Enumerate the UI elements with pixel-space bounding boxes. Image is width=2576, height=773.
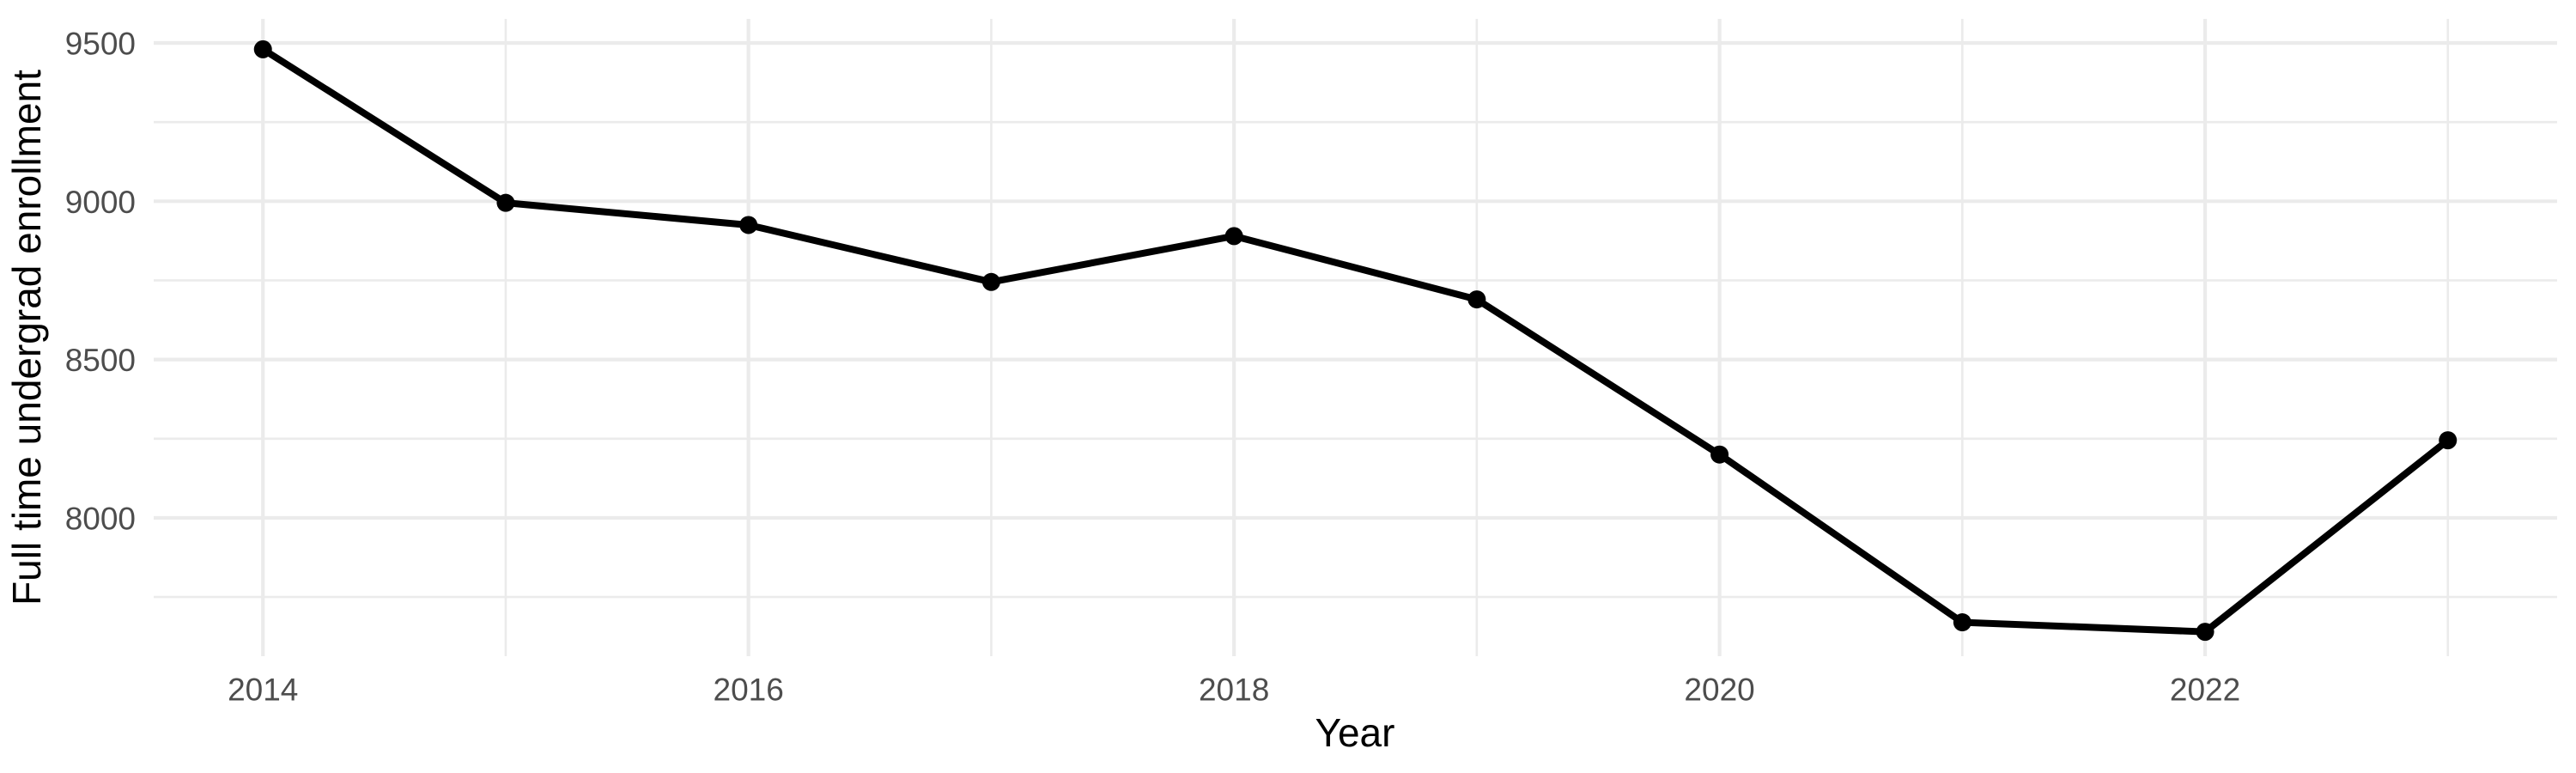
x-tick-label-2014: 2014 bbox=[228, 673, 298, 708]
data-point-2019 bbox=[1467, 290, 1486, 309]
data-point-2021 bbox=[1953, 613, 1971, 632]
data-point-2016 bbox=[739, 216, 758, 234]
data-point-2018 bbox=[1224, 227, 1243, 246]
y-axis-tick-labels: 9500 9000 8500 8000 bbox=[65, 27, 136, 537]
x-tick-label-2022: 2022 bbox=[2170, 673, 2240, 708]
x-axis-title: Year bbox=[1315, 710, 1395, 755]
y-tick-label-8500: 8500 bbox=[65, 343, 136, 378]
data-point-2023 bbox=[2439, 431, 2458, 450]
x-axis-tick-labels: 2014 2016 2018 2020 2022 bbox=[228, 673, 2240, 708]
data-point-2017 bbox=[981, 272, 1000, 291]
x-tick-label-2018: 2018 bbox=[1199, 673, 1269, 708]
data-point-2014 bbox=[253, 40, 272, 58]
major-gridlines bbox=[154, 19, 2557, 656]
y-axis-title: Full time undergrad enrollment bbox=[4, 70, 49, 606]
x-tick-label-2020: 2020 bbox=[1684, 673, 1754, 708]
line-series bbox=[253, 40, 2458, 642]
data-point-2020 bbox=[1710, 445, 1729, 464]
data-point-2015 bbox=[496, 193, 515, 212]
data-point-2022 bbox=[2196, 623, 2215, 642]
y-tick-label-9000: 9000 bbox=[65, 185, 136, 220]
trend-line bbox=[259, 46, 2451, 636]
x-tick-label-2016: 2016 bbox=[714, 673, 784, 708]
y-tick-label-8000: 8000 bbox=[65, 501, 136, 536]
minor-gridlines bbox=[154, 19, 2557, 656]
y-tick-label-9500: 9500 bbox=[65, 27, 136, 62]
